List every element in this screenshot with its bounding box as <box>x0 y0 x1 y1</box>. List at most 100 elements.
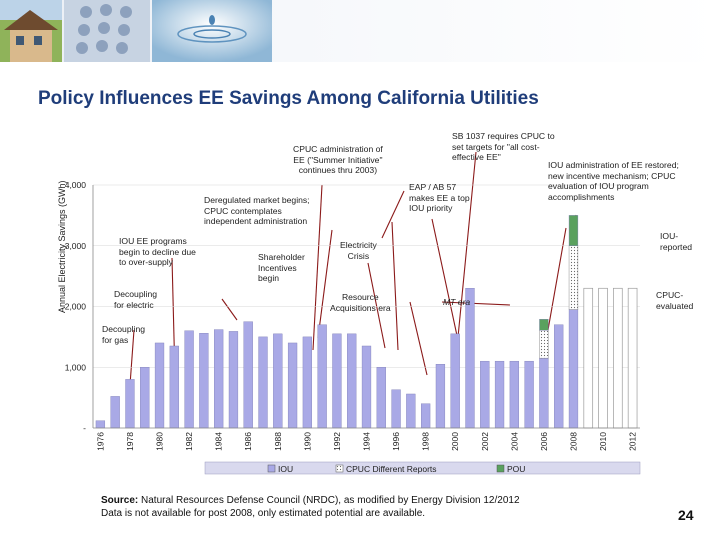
bar-cpuc-different-reports-2008 <box>568 245 579 310</box>
annotation-iou-restored: IOU administration of EE restored; new i… <box>548 160 679 202</box>
x-tick-label: 2010 <box>598 432 608 451</box>
bar-placeholder-2012 <box>627 287 638 429</box>
bar-iou-1995 <box>376 367 386 429</box>
bar-iou-2002 <box>480 360 490 429</box>
bar-iou-1981 <box>169 345 179 429</box>
annotation-eap: EAP / AB 57 makes EE a top IOU priority <box>409 182 470 213</box>
bar-iou-2001 <box>465 288 475 429</box>
x-tick-label: 2008 <box>568 432 578 451</box>
annotation-arrow <box>441 301 511 306</box>
bar-placeholder-2011 <box>613 287 623 429</box>
annotation-arrow <box>547 227 567 331</box>
x-tick-label: 1996 <box>391 432 401 451</box>
x-tick-label: 1984 <box>214 432 224 451</box>
x-tick-label: 1998 <box>421 432 431 451</box>
legend-box <box>204 461 641 475</box>
annotation-arrow <box>454 151 477 369</box>
annotation-decoupling-gas: Decoupling for gas <box>102 324 145 345</box>
bar-placeholder-2010 <box>598 287 608 429</box>
annotation-arrow <box>129 329 135 386</box>
bar-iou-1980 <box>154 342 165 429</box>
bars <box>95 215 638 429</box>
legend-swatch-pou <box>496 464 505 473</box>
bar-iou-2008 <box>568 309 579 429</box>
annotation-sb1037: SB 1037 requires CPUC to set targets for… <box>452 131 555 162</box>
annotation-arrow <box>221 298 238 321</box>
legend-label: IOU <box>278 464 293 474</box>
data-availability-note: Data is not available for post 2008, onl… <box>101 508 426 519</box>
x-tick-label: 1982 <box>184 432 194 451</box>
bar-iou-1988 <box>273 333 283 429</box>
annotation-arrow <box>317 229 333 339</box>
annotation-decoupling-electric: Decoupling for electric <box>114 289 157 310</box>
x-tick-label: 1986 <box>243 432 253 451</box>
annotation-iou-reported: IOU- reported <box>660 231 693 252</box>
axes: - 1,000 2,000 3,000 4,000 1976 1978 1980 1982 198… <box>65 180 640 451</box>
annotation-arrow <box>312 184 323 351</box>
bar-iou-2000 <box>450 333 460 429</box>
bar-iou-1986 <box>243 321 253 429</box>
bar-iou-1977 <box>110 396 120 429</box>
bar-iou-1979 <box>140 367 150 429</box>
annotation-iou-decline: IOU EE programs begin to decline due to … <box>119 236 196 267</box>
annotation-arrow <box>409 301 428 376</box>
bar-iou-1982 <box>184 330 194 429</box>
bar-iou-2006 <box>539 357 549 429</box>
annotation-crisis: Electricity Crisis <box>340 240 377 261</box>
legend: IOU CPUC Different Reports POU <box>204 461 641 475</box>
bar-iou-1984 <box>214 329 224 429</box>
bar-iou-1992 <box>332 333 342 429</box>
bar-iou-2005 <box>524 360 534 429</box>
annotation-arrow <box>431 218 460 346</box>
bar-pou-2008 <box>568 215 579 246</box>
slide-title: Policy Influences EE Savings Among Calif… <box>38 88 539 109</box>
x-tick-label: 1988 <box>273 432 283 451</box>
bar-iou-1978 <box>125 379 135 429</box>
bar-iou-1998 <box>421 403 431 429</box>
source-note: Source: Natural Resources Defense Counci… <box>101 494 520 520</box>
annotation-arrow <box>391 221 399 351</box>
bar-iou-1993 <box>347 333 357 429</box>
annotation-shareholder: Shareholder Incentives begin <box>258 252 305 283</box>
annotation-dereg: Deregulated market begins; CPUC contempl… <box>204 195 310 226</box>
bar-cpuc-different-reports-2006 <box>539 329 549 359</box>
bar-pou-2006 <box>539 319 549 331</box>
bar-iou-1994 <box>361 345 372 429</box>
page-number: 24 <box>678 507 694 523</box>
bar-iou-1999 <box>435 364 446 429</box>
x-tick-label: 1978 <box>125 432 135 451</box>
legend-label: CPUC Different Reports <box>346 464 437 474</box>
legend-label: POU <box>507 464 525 474</box>
house-photo <box>0 0 62 62</box>
x-tick-label: 2004 <box>509 432 519 451</box>
bar-iou-1985 <box>228 331 239 429</box>
bar-iou-1996 <box>391 389 401 429</box>
x-tick-label: 1990 <box>302 432 312 451</box>
bar-iou-1987 <box>258 336 268 429</box>
annotation-cpuc-evaluated: CPUC- evaluated <box>656 290 694 311</box>
x-tick-label: 2012 <box>628 432 638 451</box>
y-tick-label: 1,000 <box>65 362 87 372</box>
bar-iou-2007 <box>554 324 564 429</box>
bar-iou-1990 <box>302 336 312 429</box>
bar-iou-2004 <box>509 360 519 429</box>
bar-iou-1976 <box>95 420 106 429</box>
x-tick-label: 1994 <box>362 432 372 451</box>
bar-iou-1989 <box>287 342 298 429</box>
bar-iou-1991 <box>317 324 327 429</box>
x-tick-label: 2000 <box>450 432 460 451</box>
y-tick-label: 3,000 <box>65 241 87 251</box>
bar-iou-1997 <box>406 393 416 429</box>
bar-iou-1983 <box>199 333 209 429</box>
legend-swatch-iou <box>267 464 276 473</box>
header-banner <box>0 0 720 62</box>
bar-iou-2003 <box>494 360 505 429</box>
annotation-resource: Resource Acquisitions era <box>330 292 391 313</box>
annotation-mt-era: MT era <box>443 297 471 307</box>
source-text: Natural Resources Defense Council (NRDC)… <box>138 495 520 506</box>
water-drop-photo <box>152 0 272 62</box>
x-tick-label: 1976 <box>95 432 105 451</box>
y-tick-label: 2,000 <box>65 302 87 312</box>
legend-swatch-cpuc-different-reports <box>335 464 344 473</box>
